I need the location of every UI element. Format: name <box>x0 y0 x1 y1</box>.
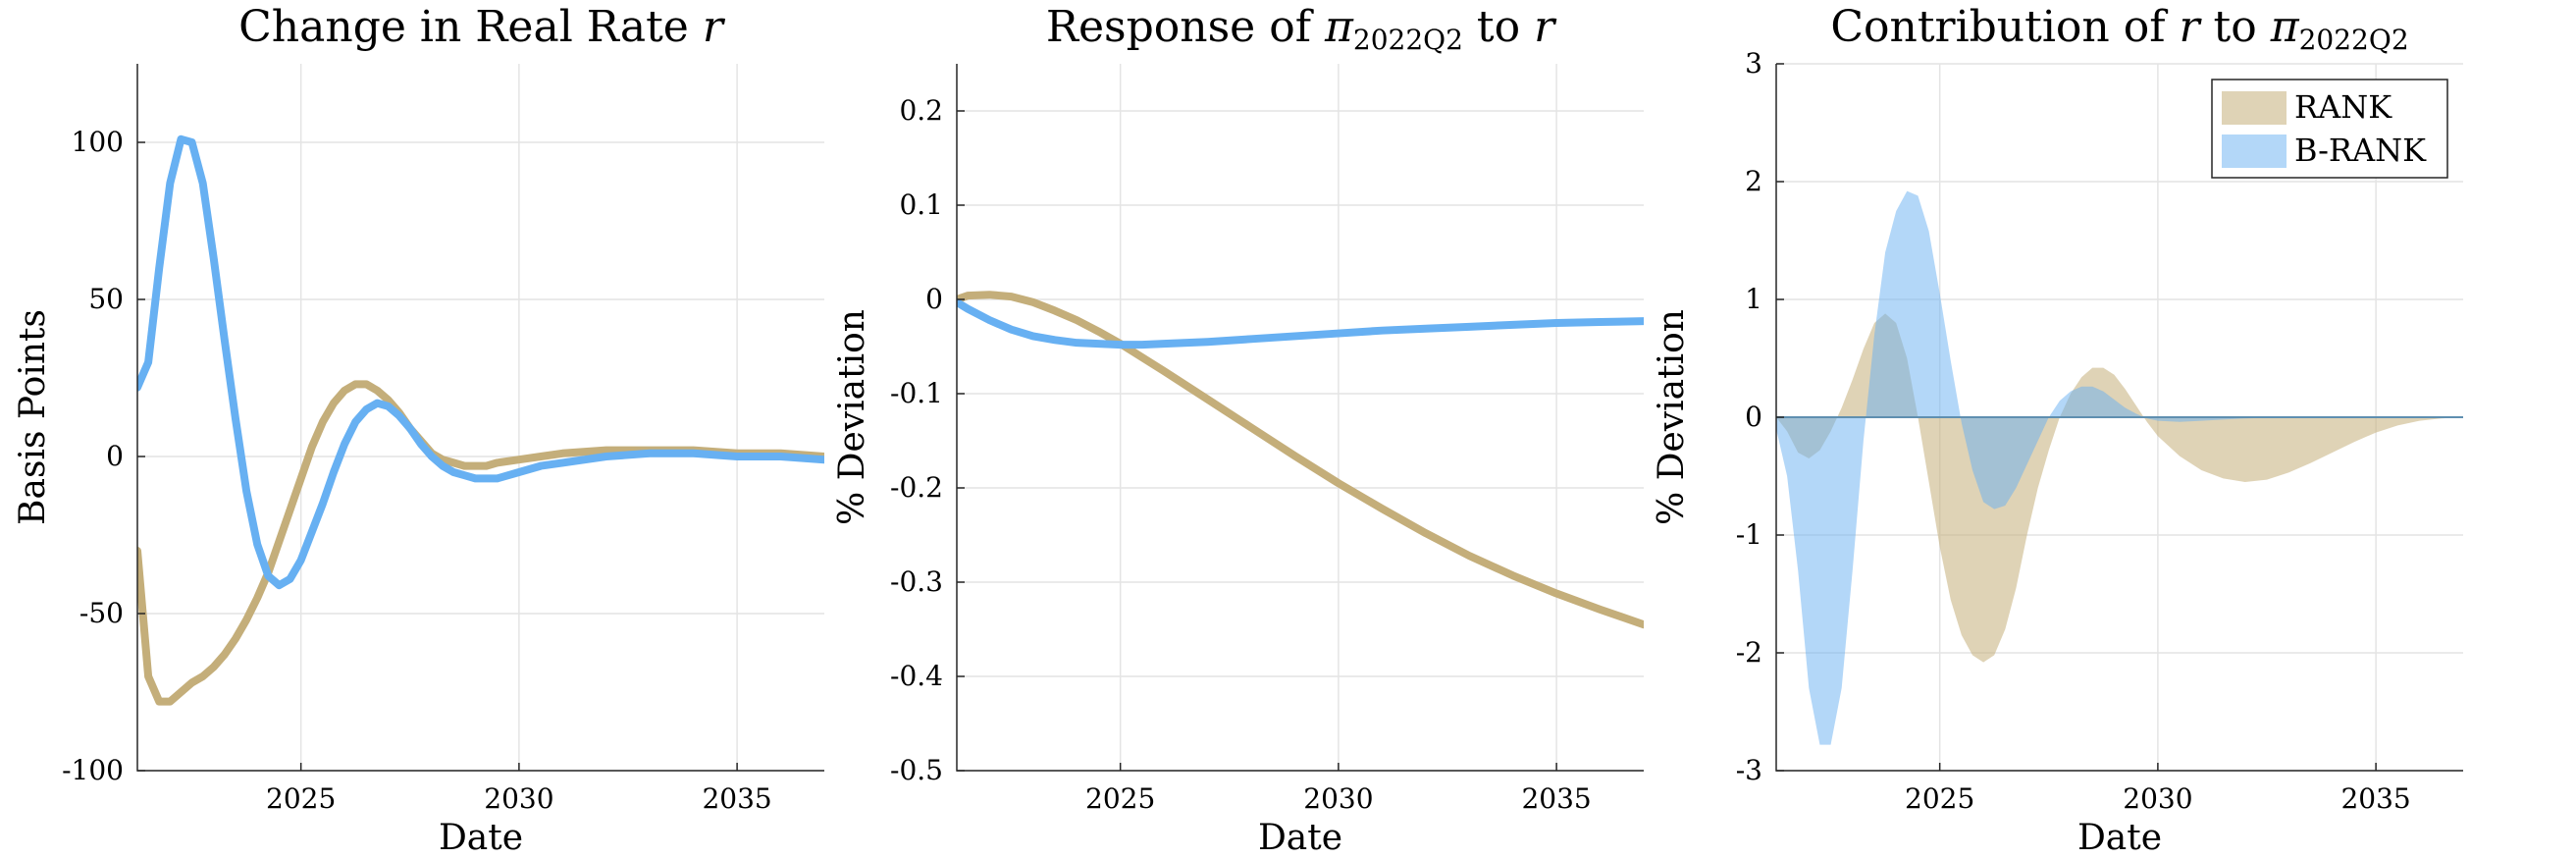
y-tick-label: -0.2 <box>890 471 943 504</box>
chart-title-part: Change in Real Rate <box>238 2 703 52</box>
chart-title-part: 2022Q2 <box>1353 24 1463 56</box>
y-tick-label: -3 <box>1736 754 1762 786</box>
y-axis-label: % Deviation <box>832 309 872 525</box>
chart-title-part: 2022Q2 <box>2299 24 2409 56</box>
x-axis-label: Date <box>2077 818 2162 858</box>
x-tick-label: 2025 <box>266 782 336 815</box>
legend-swatch-brank <box>2222 134 2287 168</box>
y-tick-label: -0.1 <box>890 377 943 409</box>
line-rank <box>137 380 824 706</box>
chart-title-part: r <box>2179 2 2202 52</box>
chart-title: Response of π2022Q2 to r <box>1046 2 1557 56</box>
y-tick-label: 100 <box>72 126 124 158</box>
legend: RANK B-RANK <box>2211 79 2448 179</box>
line-brank <box>957 297 1644 349</box>
y-tick-label: -0.5 <box>890 754 943 786</box>
chart-title-part: π <box>2270 2 2300 52</box>
y-tick-label: 1 <box>1745 283 1762 315</box>
legend-swatch-rank <box>2222 91 2287 125</box>
y-tick-label: 0 <box>1745 401 1762 433</box>
y-tick-label: -2 <box>1736 636 1762 669</box>
y-tick-label: 0.2 <box>899 94 943 127</box>
legend-label-brank: B-RANK <box>2294 132 2427 169</box>
area-rank <box>1776 313 2463 663</box>
y-tick-label: -0.3 <box>890 565 943 598</box>
x-tick-label: 2035 <box>2340 782 2410 815</box>
chart-title: Contribution of r to π2022Q2 <box>1830 2 2408 56</box>
y-tick-label: -0.4 <box>890 660 943 692</box>
line-rank <box>957 291 1644 629</box>
y-tick-label: 2 <box>1745 165 1762 197</box>
y-tick-label: 0 <box>106 440 124 472</box>
series-group <box>957 291 1644 629</box>
y-tick-label: 50 <box>88 283 124 315</box>
chart-title: Change in Real Rate r <box>238 2 726 52</box>
y-axis-label: % Deviation <box>1652 309 1692 525</box>
legend-label-rank: RANK <box>2294 88 2392 126</box>
x-tick-label: 2030 <box>1303 782 1373 815</box>
x-tick-label: 2025 <box>1905 782 1974 815</box>
y-tick-label: -50 <box>79 597 124 629</box>
chart-title-part: to <box>2200 2 2271 52</box>
x-axis-label: Date <box>439 818 523 858</box>
series-group <box>137 134 824 706</box>
chart-title-part: Contribution of <box>1830 2 2179 52</box>
x-tick-label: 2035 <box>1521 782 1591 815</box>
series-group <box>1776 190 2463 745</box>
chart-title-part: π <box>1324 2 1354 52</box>
y-tick-label: -100 <box>62 754 124 786</box>
line-brank <box>137 134 824 590</box>
y-tick-label: 0 <box>925 283 943 315</box>
x-tick-label: 2030 <box>484 782 553 815</box>
x-tick-label: 2035 <box>702 782 771 815</box>
panel-contribution: -3 -2 -1 0 1 2 3 2025 2030 2035 Date % Deviation Con… <box>1652 2 2463 858</box>
axes <box>956 64 1644 772</box>
chart-title-part: Response of <box>1046 2 1325 52</box>
x-tick-label: 2030 <box>2123 782 2192 815</box>
area-brank <box>1776 190 2463 745</box>
chart-title-part: r <box>703 2 726 52</box>
y-tick-label: 0.1 <box>899 188 943 221</box>
chart-title-part: r <box>1534 2 1557 52</box>
axes <box>136 64 824 772</box>
chart-title-part: to <box>1463 2 1534 52</box>
panel-real-rate: -100 -50 0 50 100 2025 2030 2035 Date Basis Point… <box>13 2 824 858</box>
x-axis-label: Date <box>1258 818 1342 858</box>
y-tick-label: 3 <box>1745 47 1762 80</box>
panel-response: -0.5 -0.4 -0.3 -0.2 -0.1 0 0.1 0.2 2025 2030 2035 D… <box>832 2 1644 858</box>
y-axis-label: Basis Points <box>13 309 53 525</box>
x-tick-label: 2025 <box>1085 782 1155 815</box>
y-tick-label: -1 <box>1736 518 1762 551</box>
